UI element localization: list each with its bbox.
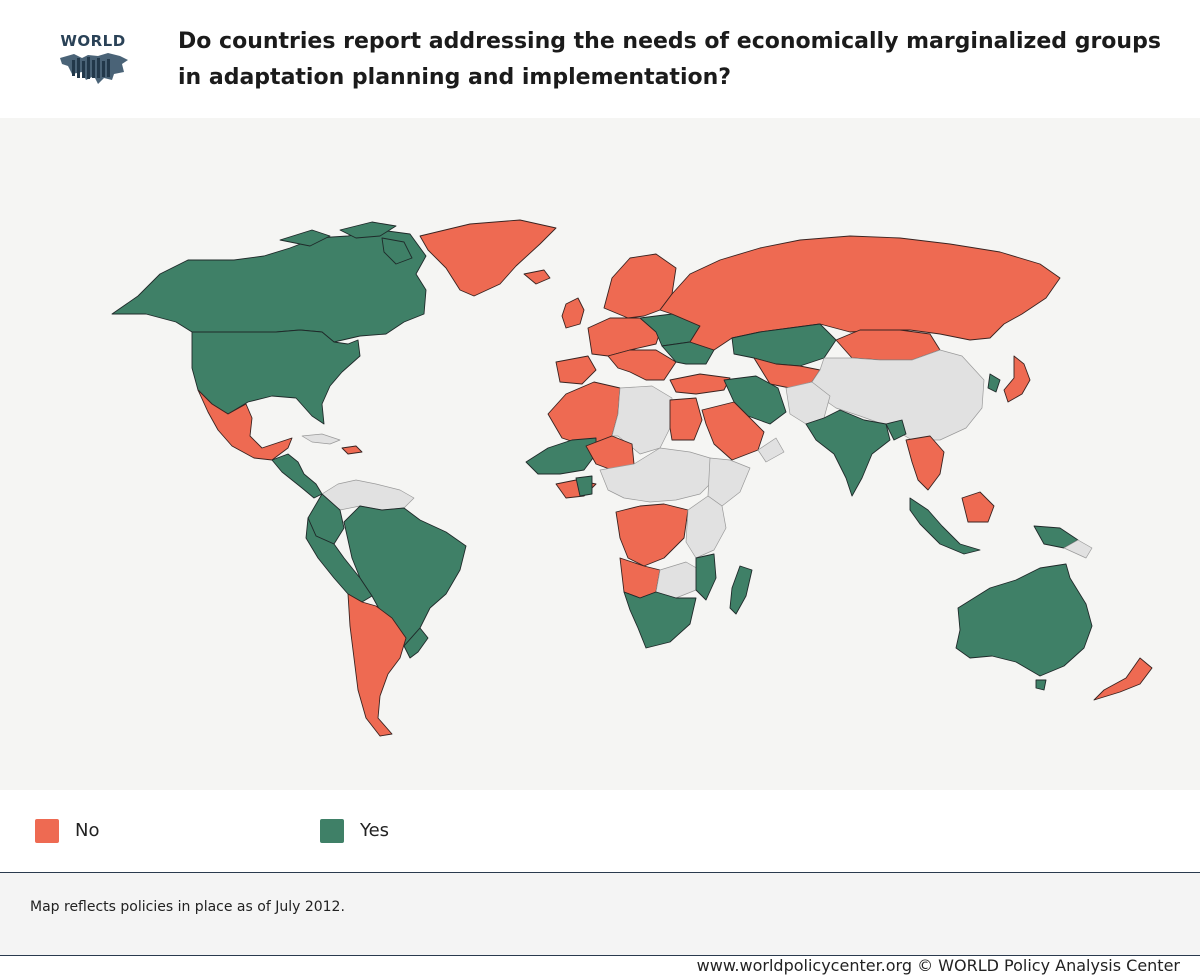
turkey <box>669 373 731 395</box>
canada <box>111 229 427 343</box>
southern-africa <box>623 591 697 649</box>
peru-bolivia <box>305 517 373 603</box>
italy-balkans <box>607 349 677 381</box>
egypt <box>669 397 703 441</box>
west-africa-sahel <box>525 437 597 475</box>
congo-drc <box>615 503 689 567</box>
new-zealand <box>1093 657 1153 701</box>
thailand-cambodia <box>905 435 945 491</box>
note-area: Map reflects policies in place as of Jul… <box>0 872 1200 956</box>
russia <box>659 235 1061 351</box>
logo-text: WORLD <box>60 32 126 50</box>
legend-label-no: No <box>75 820 100 841</box>
indonesia <box>909 497 981 555</box>
zambia-zimbabwe <box>655 561 701 599</box>
ghana-togo <box>575 475 593 497</box>
legend: No Yes <box>0 790 1200 872</box>
india <box>805 409 891 497</box>
uruguay <box>403 627 429 659</box>
bangladesh <box>885 419 907 441</box>
gulf-states <box>757 437 785 463</box>
papua-new-guinea <box>1063 539 1093 559</box>
scandinavia <box>603 253 677 319</box>
greenland <box>419 219 557 297</box>
world-logo-icon <box>60 53 128 84</box>
borneo-malaysia <box>961 491 995 523</box>
horn-of-africa <box>707 457 751 507</box>
united-kingdom <box>561 297 585 329</box>
northern-south-america <box>321 479 415 511</box>
south-korea <box>987 373 1001 393</box>
canada-arctic-islands <box>279 221 413 265</box>
iceland <box>523 269 551 285</box>
france-germany <box>587 317 663 357</box>
header: WORLD Do countries report addressing the… <box>0 0 1200 118</box>
page-title: Do countries report addressing the needs… <box>178 29 1161 90</box>
libya-chad <box>611 385 673 455</box>
central-africa <box>599 447 717 503</box>
dominican-republic <box>341 445 363 455</box>
madagascar <box>729 565 753 615</box>
tasmania <box>1035 679 1047 691</box>
world-map <box>0 118 1200 790</box>
legend-label-yes: Yes <box>360 820 390 841</box>
map-svg <box>111 219 1153 737</box>
legend-swatch-yes <box>320 819 344 843</box>
central-america <box>271 453 323 499</box>
japan <box>1003 355 1031 403</box>
map-note: Map reflects policies in place as of Jul… <box>30 899 345 915</box>
mozambique-malawi <box>695 553 717 601</box>
cuba <box>301 433 341 445</box>
world-logo: WORLD <box>58 32 130 88</box>
argentina <box>347 593 407 737</box>
east-africa <box>685 495 727 559</box>
australia <box>955 563 1093 677</box>
legend-swatch-no <box>35 819 59 843</box>
north-africa-west <box>547 381 621 447</box>
footer-credit: www.worldpolicycenter.org © WORLD Policy… <box>696 956 1180 975</box>
mexico <box>197 389 293 461</box>
iberia <box>555 355 597 385</box>
